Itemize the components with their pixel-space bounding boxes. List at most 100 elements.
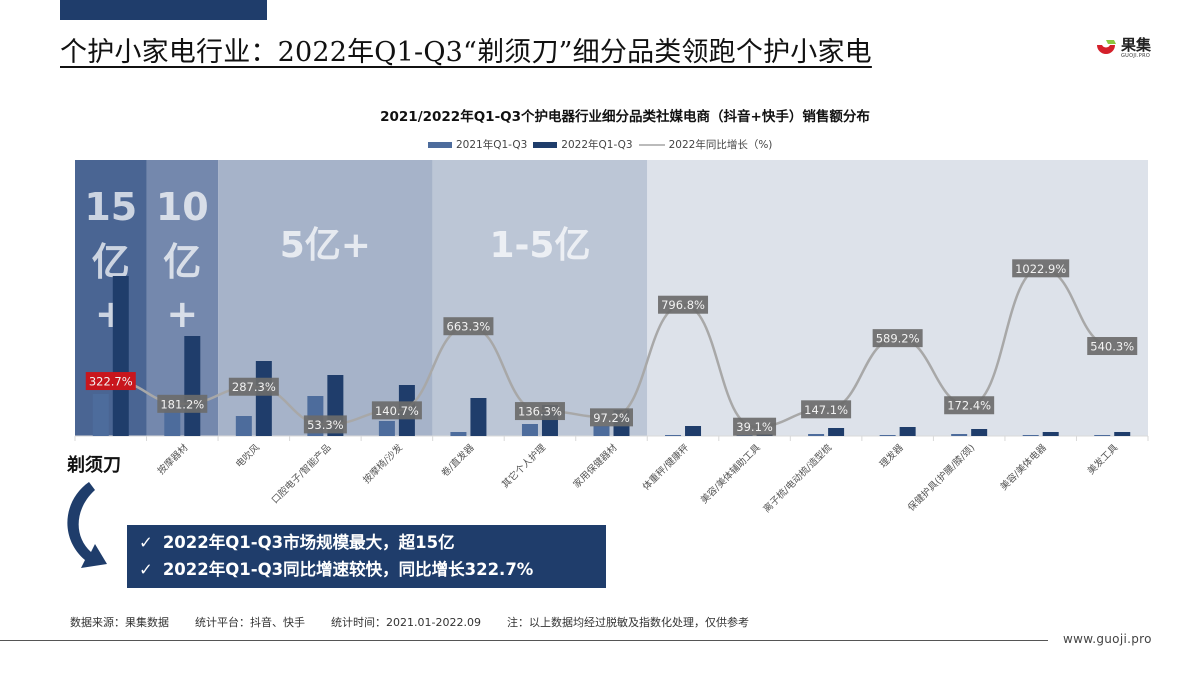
bar-2022 [184,336,201,436]
growth-label-box [228,377,279,396]
growth-label: 39.1% [736,420,773,434]
x-axis-category-label: 口腔电子/智能产品 [269,442,333,506]
growth-label-box [443,317,494,336]
growth-label: 796.8% [661,298,705,312]
growth-label: 540.3% [1090,340,1134,354]
callout-line-1: ✓ 2022年Q1-Q3市场规模最大，超15亿 [139,529,606,556]
tier-band-label: 10 [156,185,209,229]
x-axis-category-label: 电吹风 [233,441,262,470]
growth-label-box [157,394,208,413]
legend-label-2022: 2022年Q1-Q3 [561,139,633,151]
growth-label-box [944,396,995,415]
tier-band-label: 15 [84,185,137,229]
x-axis-category-label: 其它个人护理 [499,441,548,490]
bar-2021 [1094,435,1111,436]
legend-label-2021: 2021年Q1-Q3 [456,139,528,151]
growth-label: 589.2% [876,332,920,346]
growth-label-box [371,401,422,420]
tier-band-label: + [166,292,198,336]
growth-label: 1022.9% [1015,262,1066,276]
callout-text-2: 2022年Q1-Q3同比增速较快，同比增长322.7% [162,560,534,579]
growth-label-box [590,408,633,427]
legend-swatch-growth [638,143,665,146]
bar-2021 [235,416,252,436]
check-icon: ✓ [139,560,153,579]
growth-label: 140.7% [375,404,419,418]
guoji-logo-icon [1097,40,1116,54]
growth-label-box [303,415,347,434]
x-axis-category-label: 美发工具 [1085,441,1121,477]
legend-label-growth: 2022年同比增长（%) [668,139,773,151]
footer-note: 注：以上数据均经过脱敏及指数化处理，仅供参考 [506,616,749,629]
x-axis-category-label: 理发器 [877,441,906,470]
bar-2021 [92,394,109,436]
bar-2022 [470,398,487,436]
bar-2022 [1114,432,1131,436]
bar-2022 [828,428,845,436]
growth-label-box [85,372,136,391]
legend-item-growth: 2022年同比增长（%) [638,137,773,152]
tier-band [146,160,219,436]
growth-label-box [514,402,565,421]
growth-label-box [872,329,923,348]
growth-label-box [1012,259,1070,278]
check-icon: ✓ [139,533,153,552]
tier-band-label: 亿 [163,240,201,284]
bar-2021 [1022,435,1039,436]
tier-band [647,160,1148,436]
callout-line-2: ✓ 2022年Q1-Q3同比增速较快，同比增长322.7% [139,556,606,583]
x-axis-category-label: 家用保健器材 [571,441,620,490]
bar-2021 [808,434,825,436]
footer-source-notes: 数据来源：果集数据 统计平台：抖音、快手 统计时间：2021.01-2022.0… [70,614,749,630]
growth-label: 322.7% [89,375,133,389]
bar-2021 [665,435,682,436]
x-axis-category-label: 按摩椅/沙发 [361,441,406,486]
bar-2022 [971,429,988,436]
growth-label: 147.1% [804,403,848,417]
footer-period: 统计时间：2021.01-2022.09 [331,616,481,629]
bar-2022 [685,426,702,436]
growth-label: 181.2% [160,397,204,411]
growth-label-box [733,417,777,436]
bar-2021 [164,408,181,436]
logo-text-cn: 果集 [1121,35,1152,54]
tier-band-label: 1-5亿 [489,225,590,266]
legend-item-2021: 2021年Q1-Q3 [428,137,527,152]
logo-text-en: GUOJI.PRO [1121,52,1151,59]
x-axis-category-label: 保健护具(护腰/膝/颈) [905,442,977,514]
growth-label: 172.4% [947,399,991,413]
growth-label: 663.3% [447,320,491,334]
bar-2021 [521,424,538,436]
x-axis-category-label: 美容/美体电器 [998,441,1049,492]
growth-label: 53.3% [307,418,344,432]
razor-highlight-label: 剃须刀 [67,455,121,476]
growth-label-box [1087,337,1138,356]
page-title: 个护小家电行业：2022年Q1-Q3“剃须刀”细分品类领跑个护小家电 [60,37,872,68]
curved-arrow-icon [67,482,107,568]
brand-logo: 果集 GUOJI.PRO [1095,37,1151,59]
x-axis-category-label: 离子梳/电动梳/造型梳 [761,441,835,515]
tier-band [432,160,648,436]
bar-2021 [951,434,968,436]
x-axis-category-label: 按摩器材 [155,441,191,477]
bar-2021 [879,435,896,436]
growth-label: 287.3% [232,380,276,394]
growth-label: 97.2% [593,411,630,425]
x-axis-category-label: 体重秤/健康秤 [640,441,691,492]
bar-2022 [899,427,916,436]
callout-text-1: 2022年Q1-Q3市场规模最大，超15亿 [162,533,455,552]
growth-label-box [801,400,852,419]
bar-2022 [112,276,129,436]
header-accent-bar [60,0,267,20]
footer-url-link[interactable]: www.guoji.pro [1063,632,1152,646]
bar-2022 [1042,432,1059,436]
growth-label-box [658,295,709,314]
legend-swatch-2021 [428,141,452,148]
bar-2022 [255,361,272,436]
bar-2021 [378,421,395,436]
footer-platform: 统计平台：抖音、快手 [195,616,305,629]
callout-box: ✓ 2022年Q1-Q3市场规模最大，超15亿 ✓ 2022年Q1-Q3同比增速较快… [127,525,606,588]
footer-divider [0,640,1048,641]
x-axis-category-label: 美容/美体辅助工具 [698,441,763,506]
